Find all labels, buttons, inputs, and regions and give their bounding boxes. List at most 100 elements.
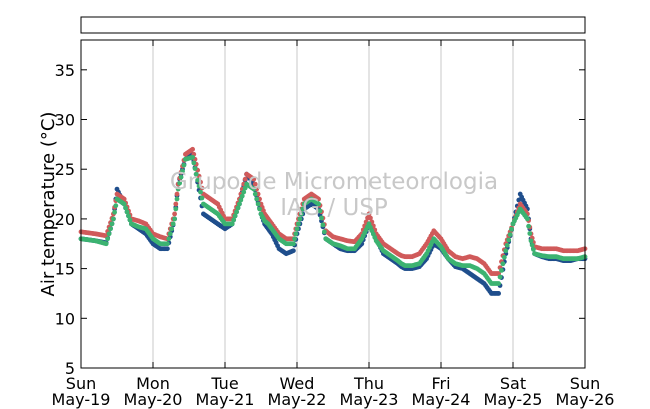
data-point <box>113 203 119 209</box>
data-point <box>193 171 199 177</box>
data-point <box>317 208 323 214</box>
data-point <box>106 231 112 237</box>
data-point <box>503 248 509 254</box>
y-tick-label: 10 <box>55 309 75 328</box>
data-point <box>111 216 116 222</box>
data-point <box>177 180 183 186</box>
x-tick-date-label: May-23 <box>340 390 399 409</box>
data-point <box>316 196 321 202</box>
data-point <box>167 231 173 237</box>
data-point <box>178 174 184 180</box>
data-point <box>126 213 131 219</box>
data-point <box>196 183 202 189</box>
x-tick-date-label: May-25 <box>484 390 543 409</box>
data-point <box>509 226 514 232</box>
y-tick-label: 30 <box>55 111 75 130</box>
y-tick-label: 25 <box>55 160 75 179</box>
data-point <box>242 176 248 182</box>
data-point <box>255 201 261 207</box>
y-axis-ticks: 5 10 15 20 25 30 35 <box>55 61 585 378</box>
data-point <box>195 177 201 183</box>
y-tick-label: 35 <box>55 61 75 80</box>
data-point <box>294 226 300 232</box>
data-point <box>166 236 172 242</box>
data-point <box>180 168 185 174</box>
y-tick-label: 20 <box>55 210 75 229</box>
x-tick-date-label: May-20 <box>124 390 183 409</box>
x-tick-day-label: Wed <box>280 374 315 393</box>
data-point <box>528 238 534 244</box>
data-point <box>252 181 258 187</box>
data-point <box>526 223 531 229</box>
data-point <box>321 229 327 235</box>
y-axis-label: Air temperature (°C) <box>38 112 59 297</box>
data-point <box>237 201 242 207</box>
data-point <box>531 246 536 252</box>
data-point <box>173 206 179 212</box>
data-point <box>232 213 238 219</box>
data-point <box>238 197 244 203</box>
data-point <box>497 274 503 280</box>
grid-lines <box>152 40 514 368</box>
data-point <box>112 209 117 215</box>
data-point <box>121 196 127 202</box>
data-point <box>300 206 306 212</box>
data-series <box>78 146 588 296</box>
x-tick-day-label: Thu <box>353 374 384 393</box>
data-point <box>529 242 535 248</box>
data-point <box>254 196 260 202</box>
data-point <box>181 162 187 168</box>
series-2 <box>78 154 588 286</box>
data-point <box>292 236 297 242</box>
data-point <box>123 205 129 211</box>
data-point <box>291 248 296 254</box>
data-point <box>242 185 248 191</box>
x-tick-day-label: Sun <box>66 374 96 393</box>
y-tick-label: 15 <box>55 260 75 279</box>
data-point <box>127 217 133 223</box>
x-tick-day-label: Tue <box>210 374 238 393</box>
data-point <box>319 215 324 221</box>
data-point <box>175 186 181 192</box>
data-point <box>293 231 299 237</box>
data-point <box>105 236 111 242</box>
x-tick-day-label: Fri <box>431 374 450 393</box>
data-point <box>169 226 175 232</box>
data-point <box>506 237 512 243</box>
data-point <box>496 291 501 296</box>
x-tick-day-label: Mon <box>136 374 170 393</box>
data-point <box>191 160 197 166</box>
watermark-line-1: Grupo de Micrometeorologia <box>170 169 498 195</box>
data-point <box>504 242 510 248</box>
data-point <box>165 241 170 247</box>
data-point <box>109 221 115 227</box>
data-point <box>297 216 303 222</box>
plot-frame <box>80 39 586 369</box>
watermark: Grupo de Micrometeorologia IAG / USP <box>170 169 498 221</box>
data-point <box>121 201 127 207</box>
data-point <box>229 221 235 227</box>
data-point <box>251 186 257 192</box>
data-point <box>241 189 247 195</box>
legend-box <box>80 16 586 34</box>
data-point <box>507 232 513 238</box>
data-point <box>199 195 205 201</box>
data-point <box>108 226 113 232</box>
data-point <box>231 217 237 223</box>
data-point <box>499 267 504 273</box>
data-point <box>525 216 530 222</box>
x-tick-day-label: Sat <box>500 374 526 393</box>
data-point <box>501 254 507 260</box>
data-point <box>257 206 262 212</box>
x-tick-date-label: May-24 <box>412 390 471 409</box>
data-point <box>173 201 179 207</box>
data-point <box>368 215 373 221</box>
data-point <box>190 146 196 152</box>
data-point <box>190 154 196 160</box>
data-point <box>527 231 533 236</box>
x-tick-date-label: May-26 <box>556 390 615 409</box>
data-point <box>496 281 501 286</box>
data-point <box>124 209 130 215</box>
data-point <box>174 191 180 197</box>
